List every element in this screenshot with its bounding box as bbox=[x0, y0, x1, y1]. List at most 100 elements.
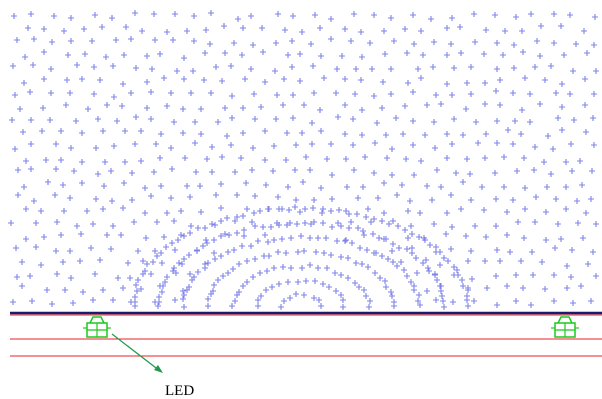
cross-dot-icon bbox=[228, 142, 234, 148]
cross-dot-icon bbox=[240, 105, 246, 111]
cross-dot-icon bbox=[336, 207, 342, 213]
cross-dot-icon bbox=[120, 205, 126, 211]
cross-dot-icon bbox=[161, 75, 167, 81]
cross-dot-icon bbox=[148, 116, 154, 122]
cross-dot-icon bbox=[221, 23, 227, 29]
cross-dot-icon bbox=[41, 76, 47, 82]
cross-dot-icon bbox=[48, 90, 54, 96]
cross-dot-icon bbox=[567, 12, 573, 18]
cross-dot-icon bbox=[68, 145, 74, 151]
led-icon bbox=[83, 316, 111, 338]
cross-dot-icon bbox=[181, 76, 187, 82]
cross-dot-icon bbox=[451, 65, 457, 71]
cross-dot-icon bbox=[110, 63, 116, 69]
cross-dot-icon bbox=[219, 78, 225, 84]
cross-dot-icon bbox=[585, 261, 591, 267]
cross-dot-icon bbox=[504, 232, 510, 238]
cross-dot-icon bbox=[482, 155, 488, 161]
cross-dot-icon bbox=[219, 154, 225, 160]
cross-dot-icon bbox=[320, 206, 326, 212]
cross-dot-icon bbox=[131, 219, 137, 225]
cross-dot-icon bbox=[434, 277, 440, 283]
cross-dot-icon bbox=[399, 182, 405, 188]
cross-dot-icon bbox=[494, 247, 500, 253]
cross-dot-icon bbox=[542, 77, 548, 83]
cross-dot-icon bbox=[224, 215, 230, 221]
cross-dot-icon bbox=[342, 102, 348, 108]
cross-dot-icon bbox=[82, 51, 88, 57]
cross-dot-icon bbox=[13, 245, 19, 251]
cross-dot-icon bbox=[440, 298, 446, 304]
cross-dot-icon bbox=[270, 168, 276, 174]
cross-dot-icon bbox=[229, 303, 235, 309]
cross-dot-icon bbox=[11, 13, 17, 19]
cross-dot-icon bbox=[437, 249, 443, 255]
cross-dot-icon bbox=[89, 38, 95, 44]
cross-dot-icon bbox=[349, 240, 355, 246]
cross-dot-icon bbox=[448, 246, 454, 252]
cross-dot-icon bbox=[91, 91, 97, 97]
cross-dot-icon bbox=[79, 76, 85, 82]
cross-dot-icon bbox=[272, 68, 278, 74]
cross-dot-icon bbox=[545, 133, 551, 139]
cross-dot-icon bbox=[548, 171, 554, 177]
cross-dot-icon bbox=[415, 298, 421, 304]
cross-dot-icon bbox=[271, 143, 277, 149]
cross-dot-icon bbox=[240, 283, 246, 289]
cross-dot-icon bbox=[420, 52, 426, 58]
cross-dot-icon bbox=[334, 238, 340, 244]
cross-dot-icon bbox=[460, 179, 466, 185]
cross-dot-icon bbox=[249, 219, 255, 225]
cross-dot-icon bbox=[363, 214, 369, 220]
cross-dot-icon bbox=[360, 228, 366, 234]
cross-dot-icon bbox=[205, 296, 211, 302]
cross-dot-icon bbox=[234, 230, 240, 236]
cross-dot-icon bbox=[420, 260, 426, 266]
cross-dot-icon bbox=[68, 15, 74, 21]
cross-dot-icon bbox=[389, 293, 395, 299]
cross-dot-icon bbox=[154, 253, 160, 259]
cross-dot-icon bbox=[393, 115, 399, 121]
cross-dot-icon bbox=[357, 245, 363, 251]
cross-dot-icon bbox=[380, 79, 386, 85]
cross-dot-icon bbox=[41, 234, 47, 240]
cross-dot-icon bbox=[409, 231, 415, 237]
cross-dot-icon bbox=[285, 279, 291, 285]
cross-dot-icon bbox=[178, 232, 184, 238]
cross-dot-icon bbox=[225, 249, 231, 255]
cross-dot-icon bbox=[505, 127, 511, 133]
cross-dot-icon bbox=[41, 49, 47, 55]
cross-dot-icon bbox=[550, 146, 556, 152]
cross-dot-icon bbox=[79, 180, 85, 186]
cross-dot-icon bbox=[64, 77, 70, 83]
cross-dot-icon bbox=[302, 206, 308, 212]
cross-dot-icon bbox=[195, 269, 201, 275]
cross-dot-icon bbox=[170, 37, 176, 43]
cross-dot-icon bbox=[405, 208, 411, 214]
cross-dot-icon bbox=[15, 167, 21, 173]
cross-dot-icon bbox=[52, 192, 58, 198]
cross-dot-icon bbox=[537, 101, 543, 107]
cross-dot-icon bbox=[275, 11, 281, 17]
cross-dot-icon bbox=[289, 64, 295, 70]
cross-dot-icon bbox=[511, 42, 517, 48]
cross-dot-icon bbox=[383, 284, 389, 290]
cross-dot-icon bbox=[346, 225, 352, 231]
cross-dot-icon bbox=[454, 267, 460, 273]
cross-dot-icon bbox=[234, 214, 240, 220]
cross-dot-icon bbox=[210, 288, 216, 294]
cross-dot-icon bbox=[129, 170, 135, 176]
cross-dot-icon bbox=[301, 248, 307, 254]
cross-dot-icon bbox=[329, 196, 335, 202]
cross-dot-icon bbox=[205, 303, 211, 309]
cross-dot-icon bbox=[564, 285, 570, 291]
cross-dot-icon bbox=[263, 182, 269, 188]
cross-dot-icon bbox=[439, 293, 445, 299]
cross-dot-icon bbox=[578, 283, 584, 289]
cross-dot-icon bbox=[360, 184, 366, 190]
cross-dot-icon bbox=[27, 273, 33, 279]
cross-dot-icon bbox=[181, 292, 187, 298]
cross-dot-icon bbox=[404, 273, 410, 279]
cross-dot-icon bbox=[152, 248, 158, 254]
cross-dot-icon bbox=[591, 42, 597, 48]
